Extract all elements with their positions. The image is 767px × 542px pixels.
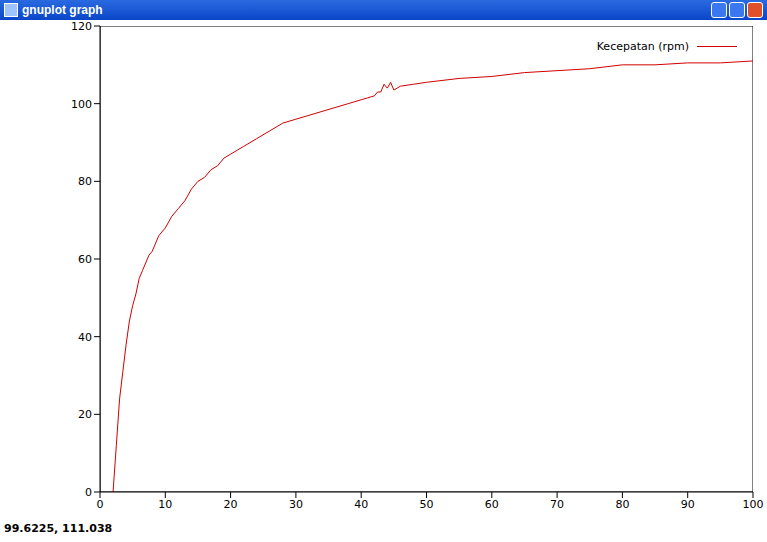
- svg-text:0: 0: [85, 486, 92, 499]
- svg-text:10: 10: [158, 498, 172, 511]
- svg-text:60: 60: [485, 498, 499, 511]
- html-text:99.6225, 111.038: 99.6225, 111.038: [4, 522, 113, 535]
- svg-text:0: 0: [97, 498, 104, 511]
- html-text:Kecepatan (rpm): Kecepatan (rpm): [596, 40, 689, 53]
- html-text:gnuplot graph: gnuplot graph: [22, 3, 103, 17]
- svg-text:30: 30: [289, 498, 303, 511]
- svg-text:40: 40: [78, 331, 92, 344]
- svg-text:90: 90: [681, 498, 695, 511]
- svg-text:70: 70: [550, 498, 564, 511]
- svg-text:20: 20: [78, 408, 92, 421]
- svg-text:40: 40: [354, 498, 368, 511]
- svg-text:100: 100: [71, 98, 92, 111]
- svg-text:20: 20: [224, 498, 238, 511]
- svg-text:50: 50: [420, 498, 434, 511]
- svg-text:80: 80: [615, 498, 629, 511]
- svg-text:120: 120: [71, 20, 92, 33]
- svg-text:100: 100: [743, 498, 764, 511]
- svg-text:80: 80: [78, 175, 92, 188]
- svg-text:60: 60: [78, 253, 92, 266]
